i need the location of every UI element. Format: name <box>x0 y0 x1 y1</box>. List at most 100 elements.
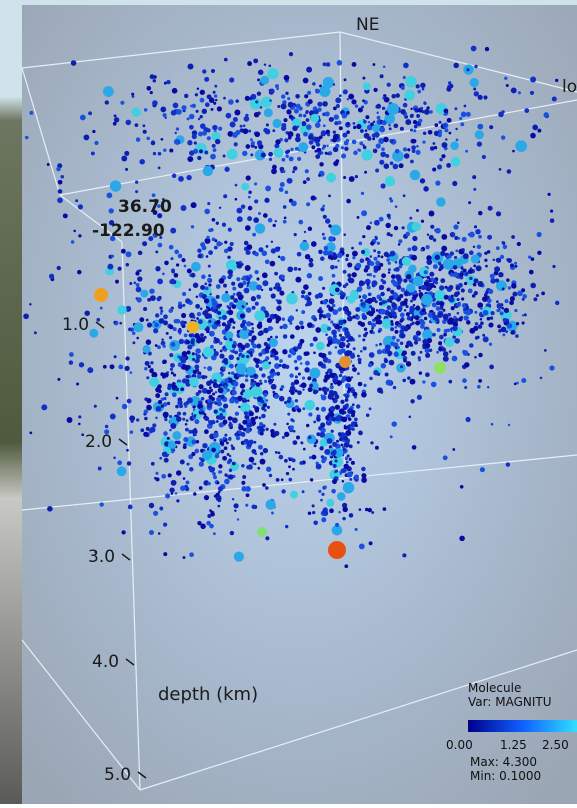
event-point <box>224 447 227 450</box>
event-point <box>117 305 126 314</box>
event-point <box>357 216 360 219</box>
event-point <box>251 505 256 510</box>
event-point <box>130 371 133 374</box>
event-point <box>403 63 409 69</box>
event-point <box>319 86 330 97</box>
event-point <box>185 375 189 379</box>
event-point <box>221 293 230 302</box>
event-point <box>332 304 335 307</box>
event-point <box>360 350 363 353</box>
event-point <box>283 118 287 122</box>
event-point <box>150 295 156 301</box>
event-point <box>342 480 345 483</box>
event-point <box>297 355 302 360</box>
event-point <box>291 351 296 356</box>
event-point <box>355 422 358 425</box>
event-point <box>174 132 176 134</box>
event-point <box>329 298 335 304</box>
event-point <box>442 142 448 148</box>
event-point <box>140 428 144 432</box>
event-point <box>435 228 441 234</box>
event-point <box>57 266 61 270</box>
event-point <box>150 361 153 364</box>
event-point <box>243 442 246 445</box>
event-point <box>316 417 319 420</box>
event-point <box>355 528 358 531</box>
event-point <box>78 415 81 418</box>
event-point <box>247 61 252 66</box>
event-point <box>448 380 452 384</box>
event-point <box>105 100 109 104</box>
event-point <box>257 92 261 96</box>
event-point <box>300 325 304 329</box>
event-point <box>415 306 420 311</box>
event-point <box>315 89 320 94</box>
event-point <box>223 358 228 363</box>
event-point <box>287 397 291 401</box>
event-point <box>390 161 394 165</box>
event-point <box>213 91 216 94</box>
event-point <box>304 400 315 411</box>
event-point <box>295 399 298 402</box>
event-point <box>439 265 443 269</box>
event-point <box>223 437 226 440</box>
event-point <box>107 264 113 270</box>
event-point <box>211 69 215 73</box>
event-point <box>187 345 192 350</box>
event-point <box>125 356 129 360</box>
event-point <box>341 113 347 119</box>
event-point <box>227 256 230 259</box>
event-point <box>536 294 539 297</box>
event-point <box>149 503 154 508</box>
event-point <box>235 198 238 201</box>
event-point <box>268 218 273 223</box>
event-point <box>473 326 478 331</box>
event-point <box>174 139 180 145</box>
event-point <box>391 311 396 316</box>
event-point <box>191 225 194 228</box>
event-point <box>335 523 339 527</box>
event-point <box>340 370 344 374</box>
event-point <box>344 78 347 81</box>
event-point <box>429 211 435 217</box>
event-point <box>369 377 373 381</box>
event-point <box>303 78 309 84</box>
event-point <box>443 333 447 337</box>
event-point <box>377 116 381 120</box>
event-point <box>320 499 323 502</box>
event-point <box>193 492 196 495</box>
event-point <box>355 424 358 427</box>
event-point <box>285 92 288 95</box>
event-point <box>61 175 65 179</box>
event-point <box>263 213 268 218</box>
event-point <box>489 365 494 370</box>
event-point <box>416 209 419 212</box>
event-point <box>233 293 236 296</box>
event-point <box>331 430 334 433</box>
event-point <box>176 263 179 266</box>
event-point <box>389 139 393 143</box>
event-point <box>216 420 219 423</box>
event-point <box>489 343 492 346</box>
event-point <box>465 150 468 153</box>
event-point <box>245 114 248 117</box>
event-point <box>300 241 310 251</box>
event-point <box>342 417 348 423</box>
event-point <box>266 245 269 248</box>
event-point <box>175 405 179 409</box>
event-point <box>308 227 312 231</box>
event-point <box>231 444 234 447</box>
event-point <box>275 139 280 144</box>
lon-label: -122.90 <box>92 221 165 241</box>
event-point <box>501 241 503 243</box>
event-point <box>369 352 375 358</box>
event-point <box>288 354 292 358</box>
event-point <box>314 109 319 114</box>
event-point <box>386 288 389 291</box>
event-point <box>381 147 385 151</box>
event-point <box>284 459 288 463</box>
event-point <box>376 111 379 114</box>
event-point <box>379 263 383 267</box>
event-point <box>371 307 374 310</box>
event-point <box>405 232 410 237</box>
